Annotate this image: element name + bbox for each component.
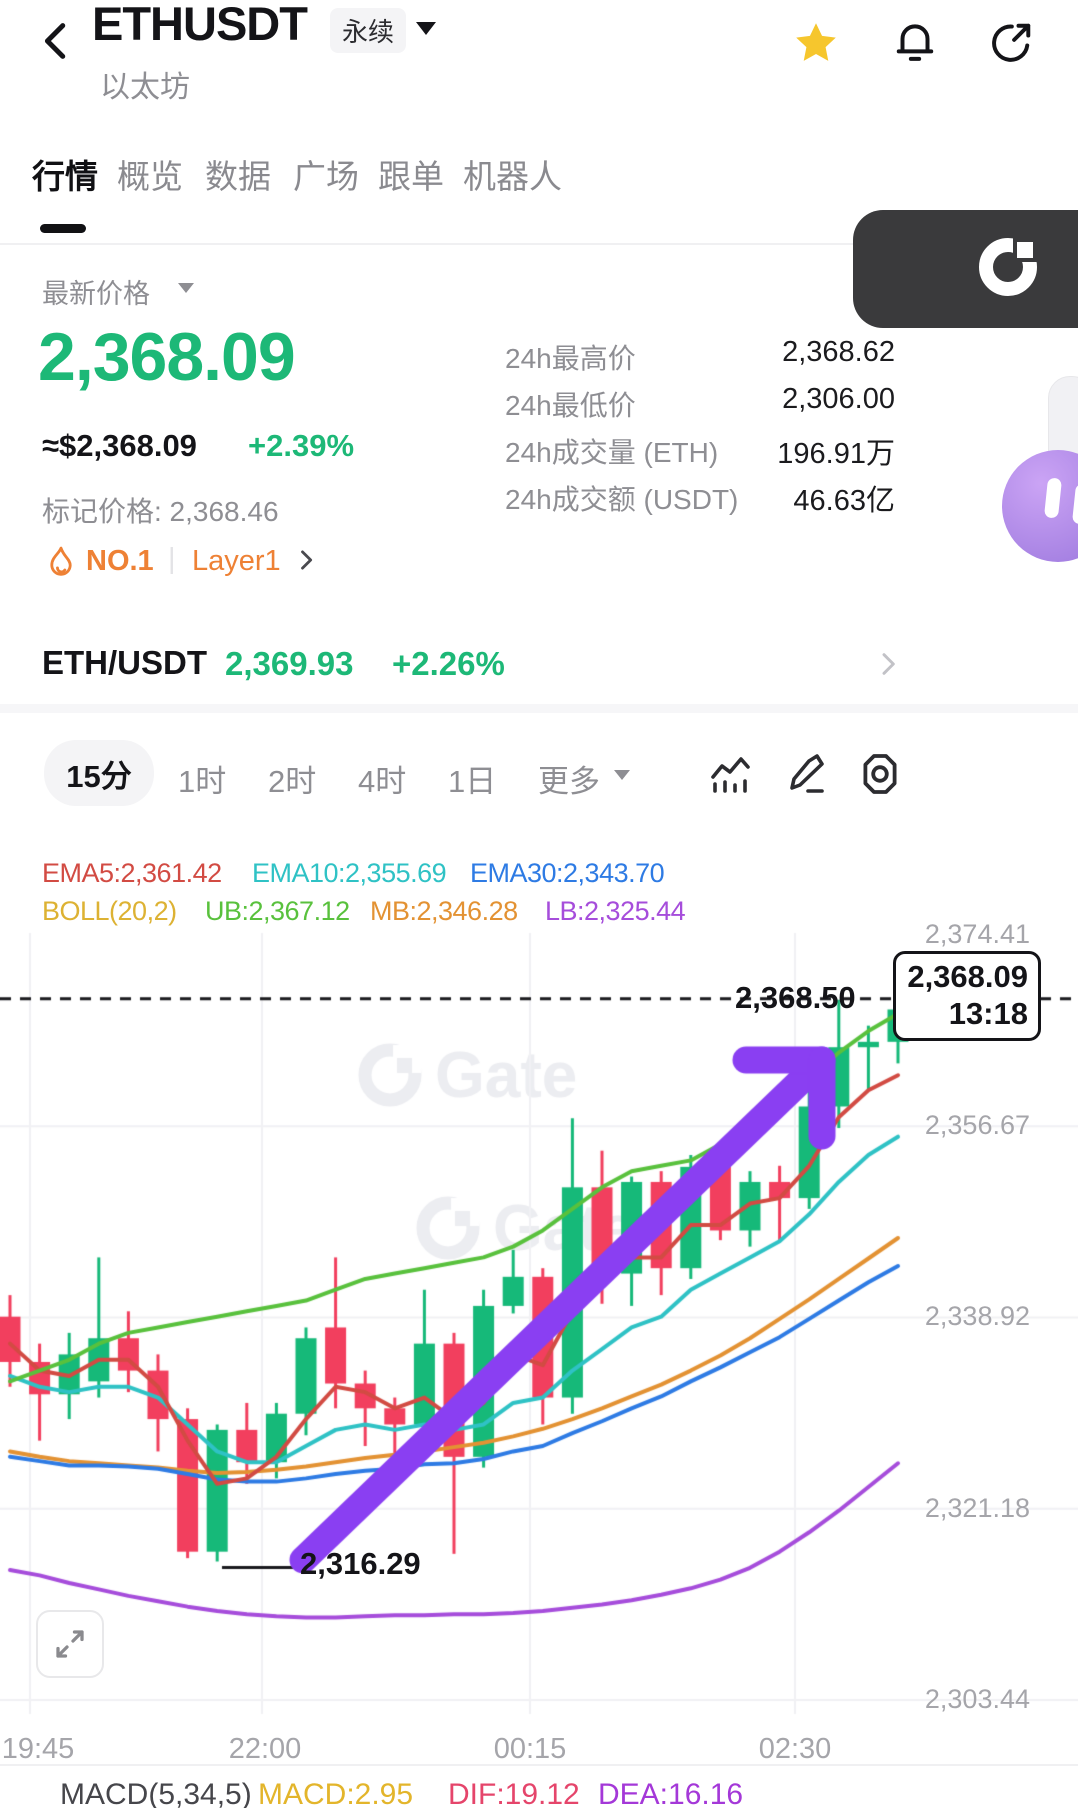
x-axis-label: 02:30	[758, 1733, 832, 1765]
stat-turnover-value: 46.63亿	[793, 485, 895, 517]
rank-separator: |	[168, 543, 176, 575]
y-axis-label: 2,374.41	[924, 919, 1030, 949]
legend-lb: LB:2,325.44	[545, 896, 686, 926]
active-tab-underline	[40, 224, 86, 233]
legend-ema30: EMA30:2,343.70	[470, 858, 665, 888]
change-percent: +2.39%	[248, 428, 355, 463]
symbol-dropdown-caret-icon[interactable]	[416, 22, 436, 35]
low-price-label: 2,316.29	[300, 1546, 421, 1581]
tab-square[interactable]: 广场	[293, 158, 359, 195]
tag-price: 2,368.09	[907, 959, 1028, 994]
back-button[interactable]	[34, 18, 80, 64]
stat-volume-label: 24h成交量 (ETH)	[505, 437, 719, 468]
stat-turnover-label: 24h成交额 (USDT)	[505, 484, 739, 515]
macd-value: MACD:2.95	[258, 1778, 414, 1808]
current-price-line-label: 2,368.50	[735, 980, 856, 1015]
rank-badge[interactable]: NO.1	[86, 545, 154, 577]
tab-copy[interactable]: 跟单	[378, 158, 444, 195]
category-chevron-icon[interactable]	[292, 546, 320, 574]
mascot-eye-icon	[1043, 477, 1063, 519]
dea-value: DEA:16.16	[598, 1778, 744, 1808]
back-chevron-icon	[44, 23, 66, 59]
mascot-eye-icon	[1071, 483, 1078, 525]
approx-usd: ≈$2,368.09	[42, 428, 197, 463]
spot-pair-price: 2,369.93	[225, 645, 354, 682]
symbol-subtitle: 以太坊	[100, 71, 190, 104]
interval-active-button[interactable]: 15分	[44, 740, 154, 806]
interval-4h-button[interactable]: 4时	[358, 764, 407, 799]
gear-icon	[863, 754, 897, 794]
interval-2h-button[interactable]: 2时	[268, 764, 317, 799]
tab-overview[interactable]: 概览	[117, 158, 183, 195]
share-button[interactable]	[986, 18, 1036, 68]
mark-price: 标记价格: 2,368.46	[42, 496, 279, 527]
stat-low-value: 2,306.00	[782, 383, 895, 415]
interval-1h-button[interactable]: 1时	[178, 764, 227, 799]
chart-type-icon	[711, 757, 750, 793]
spot-pair-label[interactable]: ETH/USDT	[42, 644, 207, 681]
dif-value: DIF:19.12	[448, 1778, 580, 1808]
tag-time: 13:18	[948, 996, 1028, 1031]
stat-low-label: 24h最低价	[505, 390, 636, 421]
expand-icon	[56, 1630, 84, 1658]
pair-row-chevron-icon[interactable]	[872, 648, 904, 680]
legend-boll: BOLL(20,2)	[42, 896, 177, 926]
star-icon	[796, 23, 836, 61]
interval-more-button[interactable]: 更多	[538, 764, 600, 799]
chart-type-button[interactable]	[706, 750, 754, 798]
stat-volume-value: 196.91万	[777, 438, 895, 470]
contract-type-badge: 永续	[330, 8, 407, 53]
y-axis-label: 2,338.92	[924, 1301, 1030, 1331]
legend-mb: MB:2,346.28	[370, 896, 518, 926]
y-axis-label: 2,321.18	[924, 1493, 1030, 1523]
interval-1d-button[interactable]: 1日	[448, 764, 497, 799]
section-divider	[0, 704, 1078, 713]
page-title: ETHUSDT	[92, 0, 308, 50]
chart-settings-button[interactable]	[856, 750, 904, 798]
fullscreen-button[interactable]	[36, 1610, 104, 1678]
last-price: 2,368.09	[38, 319, 296, 395]
x-axis-label: 00:15	[493, 1733, 567, 1765]
stat-high-value: 2,368.62	[782, 336, 895, 368]
alert-button[interactable]	[890, 18, 940, 68]
share-icon	[992, 23, 1031, 62]
x-axis-label: 22:00	[228, 1733, 302, 1765]
stat-high-label: 24h最高价	[505, 343, 636, 374]
more-caret-icon[interactable]	[614, 770, 630, 780]
tab-market[interactable]: 行情	[32, 158, 98, 195]
tab-bot[interactable]: 机器人	[463, 158, 562, 195]
x-axis-label: 19:45	[1, 1733, 75, 1765]
legend-ema5: EMA5:2,361.42	[42, 858, 222, 888]
flame-icon	[50, 546, 72, 576]
legend-ema10: EMA10:2,355.69	[252, 858, 447, 888]
spot-pair-change: +2.26%	[392, 645, 505, 682]
price-dropdown-caret-icon[interactable]	[178, 283, 194, 293]
candlestick-chart[interactable]	[0, 928, 1078, 1718]
mascot-widget[interactable]	[1002, 450, 1078, 562]
y-axis-label: 2,356.67	[924, 1110, 1030, 1140]
tabs-divider	[0, 243, 1078, 245]
macd-divider	[0, 1764, 1078, 1766]
macd-params: MACD(5,34,5)	[60, 1778, 252, 1808]
y-axis-label: 2,303.44	[924, 1684, 1030, 1714]
gate-logo-icon	[979, 234, 1041, 296]
bell-icon	[896, 24, 934, 61]
legend-ub: UB:2,367.12	[205, 896, 350, 926]
draw-button[interactable]	[782, 750, 830, 798]
category-link[interactable]: Layer1	[192, 545, 281, 577]
favorite-button[interactable]	[791, 18, 841, 68]
tab-data[interactable]: 数据	[205, 158, 271, 195]
pencil-icon	[790, 754, 824, 793]
last-price-tag[interactable]: 2,368.09 13:18	[893, 951, 1041, 1041]
floating-app-widget[interactable]	[853, 210, 1078, 328]
last-price-label[interactable]: 最新价格	[42, 279, 150, 309]
